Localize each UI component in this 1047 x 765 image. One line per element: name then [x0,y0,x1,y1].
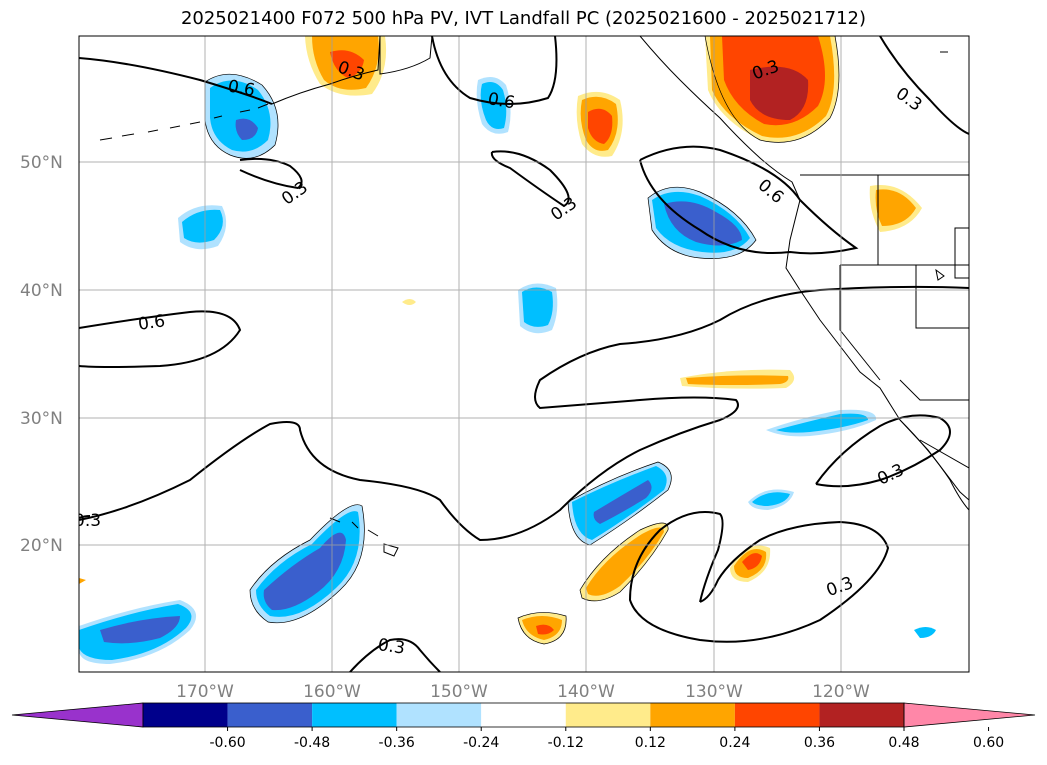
map-title: 2025021400 F072 500 hPa PV, IVT Landfall… [180,8,867,29]
lon-label: 120°W [812,682,870,702]
colorbar-segment [481,703,566,727]
contour-label: 0.6 [226,77,256,101]
colorbar-segment [565,703,651,727]
shading-outlines [204,36,840,645]
colorbar: -0.60 -0.48 -0.36 -0.24 -0.12 0.12 0.24 0.36 0.4… [11,702,1036,751]
map-frame [78,35,970,673]
contour-label: 0.6 [486,89,516,113]
lat-label: 30°N [20,409,63,429]
colorbar-segment [312,703,397,727]
contour-label: 0.3 [377,635,407,659]
lat-label: 20°N [20,536,63,556]
colorbar-tick-label: -0.60 [209,735,245,751]
lon-label: 140°W [557,682,615,702]
colorbar-frame [142,702,905,728]
positive-regions [79,36,922,644]
colorbar-extend-low [11,702,144,728]
lon-label: 150°W [430,682,488,702]
colorbar-tick-label: 0.24 [719,735,750,751]
colorbar-segment [819,703,904,727]
colorbar-tick-label: 0.48 [888,735,919,751]
lon-label: 160°W [303,682,361,702]
lat-label: 40°N [20,281,63,301]
map-layers: 0.6 0.3 0.3 0.6 0.6 0.6 0.3 0.3 0.3 0.3 … [74,36,969,672]
longitude-labels: 170°W 160°W 150°W 140°W 130°W 120°W [176,682,870,702]
gridlines [79,36,969,672]
colorbar-tick-label: 0.12 [635,735,666,751]
colorbar-tick-label: 0.36 [804,735,835,751]
negative-regions [79,74,936,664]
colorbar-segment [143,703,228,727]
colorbar-tick-label: 0.60 [973,735,1004,751]
colorbar-segment [227,703,313,727]
contour-label: 0.3 [74,511,101,531]
colorbar-tick-label: -0.36 [379,735,415,751]
colorbar-tick-label: -0.24 [463,735,499,751]
colorbar-tick-label: -0.12 [548,735,584,751]
colorbar-segment [734,703,820,727]
colorbar-extend-high [903,702,1036,728]
colorbar-segment [396,703,482,727]
latitude-labels: 50°N 40°N 30°N 20°N [20,153,63,556]
pv-contours [79,36,969,672]
lon-label: 170°W [176,682,234,702]
colorbar-segment [650,703,735,727]
colorbar-tick-label: -0.48 [294,735,330,751]
lon-label: 130°W [685,682,743,702]
lat-label: 50°N [20,153,63,173]
coastlines [99,36,969,557]
contour-label: 0.6 [137,311,167,335]
